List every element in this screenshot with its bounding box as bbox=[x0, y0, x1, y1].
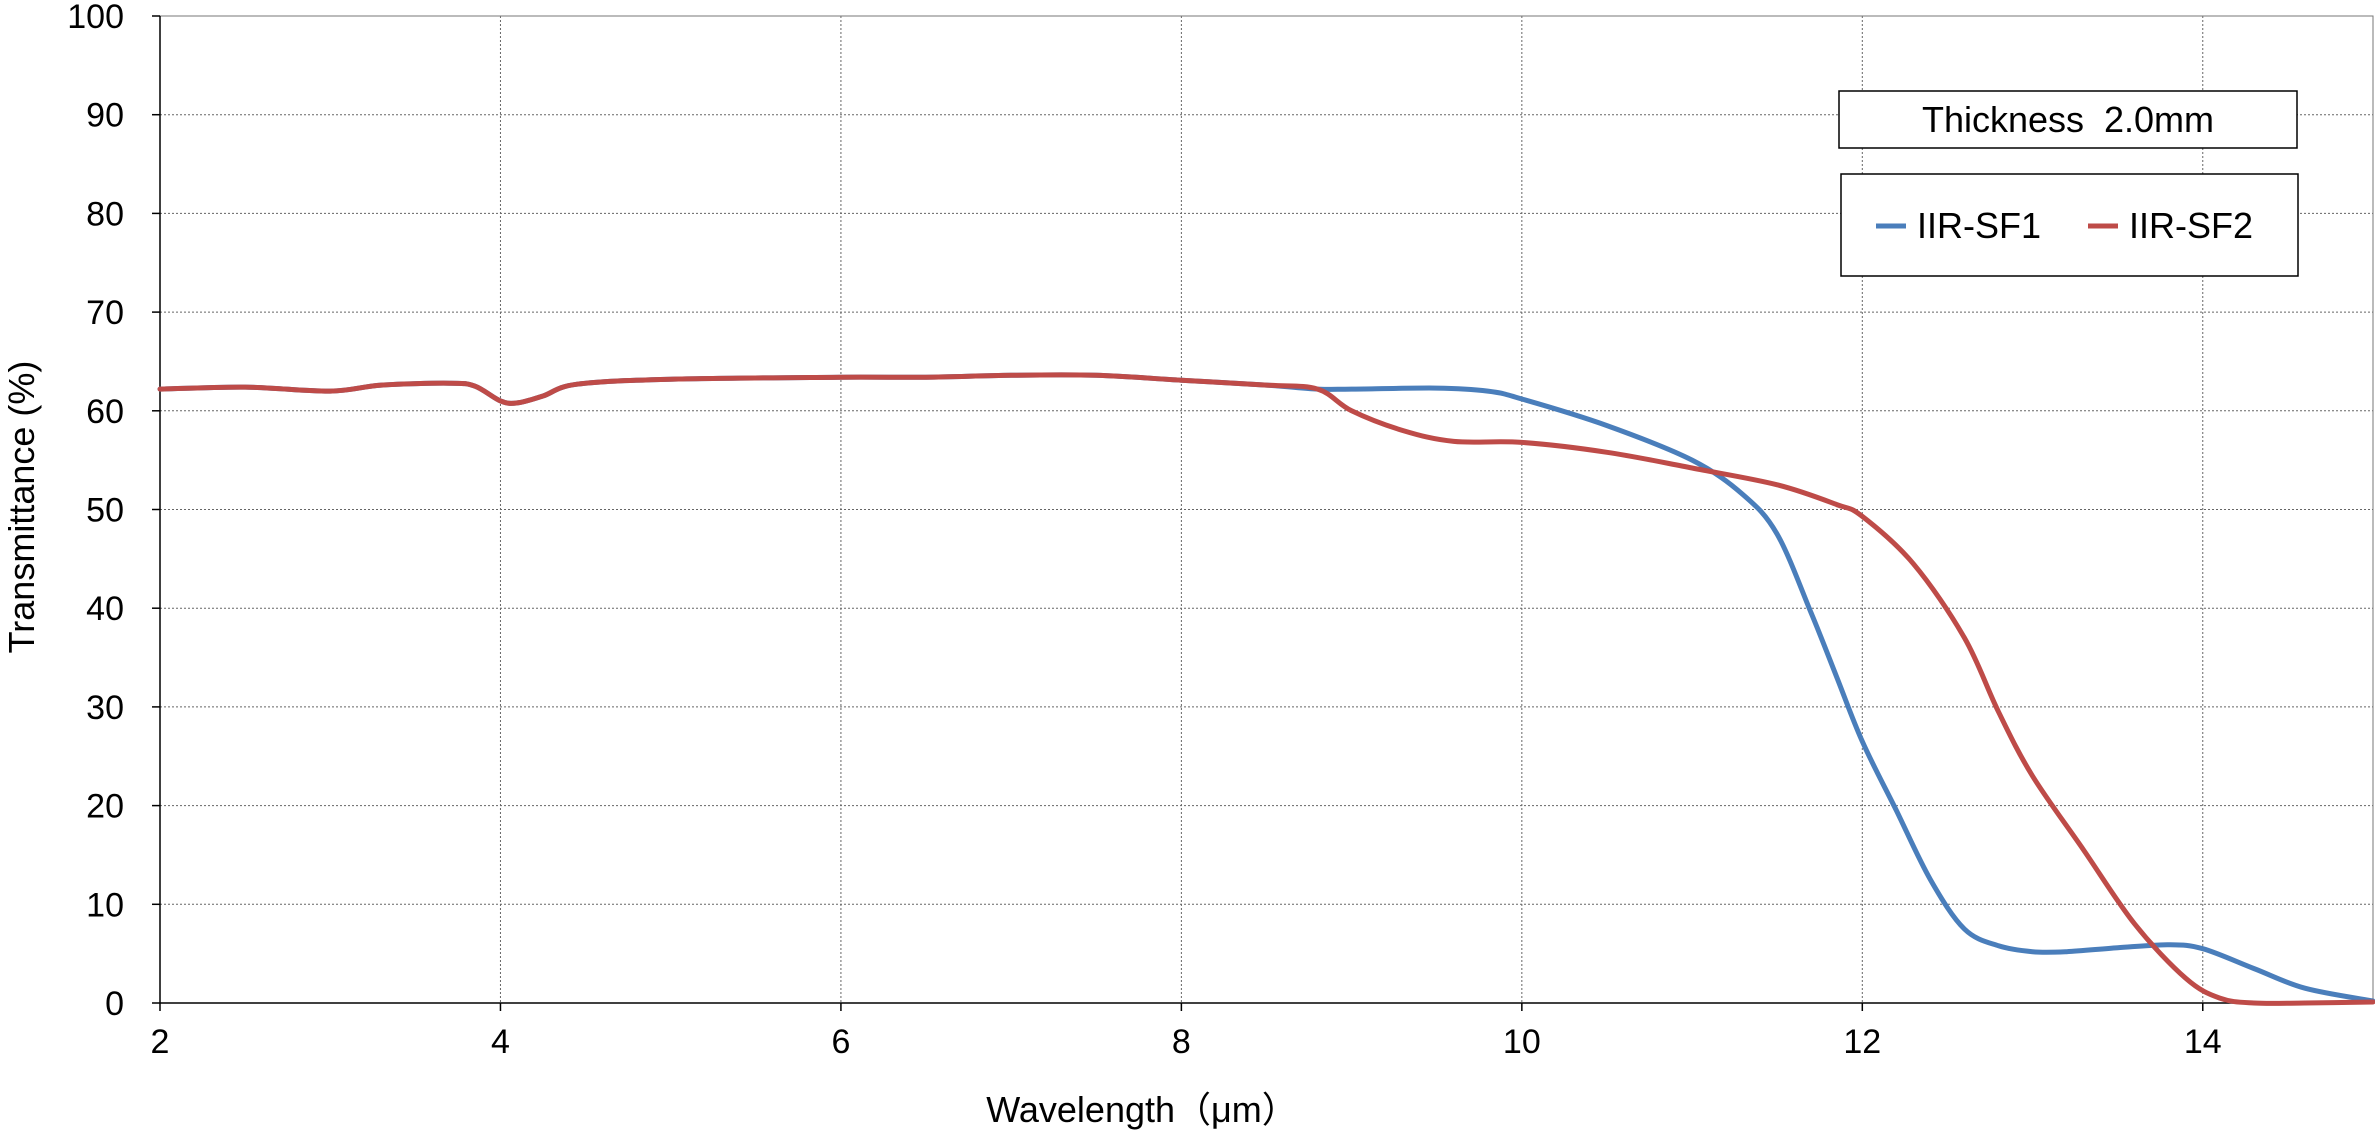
y-tick-label: 60 bbox=[86, 393, 124, 431]
x-tick-label: 14 bbox=[2184, 1023, 2222, 1061]
x-tick-label: 4 bbox=[491, 1023, 510, 1061]
y-tick-label: 50 bbox=[86, 492, 124, 530]
annotation-text: Thickness 2.0mm bbox=[1922, 99, 2214, 140]
series-line-iir-sf2 bbox=[157, 372, 2375, 1006]
y-tick-label: 70 bbox=[86, 294, 124, 332]
grid bbox=[152, 15, 2374, 1011]
y-tick-label: 0 bbox=[105, 985, 124, 1023]
series-lines bbox=[157, 372, 2375, 1006]
x-tick-label: 8 bbox=[1172, 1023, 1191, 1061]
series-line-iir-sf1 bbox=[157, 372, 2375, 1004]
y-tick-label: 20 bbox=[86, 788, 124, 826]
x-tick-label: 12 bbox=[1843, 1023, 1881, 1061]
x-tick-label: 2 bbox=[151, 1023, 170, 1061]
y-tick-label: 30 bbox=[86, 689, 124, 727]
y-tick-label: 80 bbox=[86, 195, 124, 233]
x-tick-label: 6 bbox=[831, 1023, 850, 1061]
y-axis-title: Transmittance (%) bbox=[1, 361, 42, 654]
y-tick-label: 100 bbox=[67, 0, 124, 36]
tick-labels: 0 10 20 30 40 50 60 70 80 90 100 2 4 6 8 10 12 14 bbox=[67, 0, 2221, 1061]
x-axis-title: Wavelength（μm） bbox=[986, 1089, 1298, 1130]
legend: IIR-SF1 IIR-SF2 bbox=[1840, 173, 2299, 277]
legend-label-iir-sf2: IIR-SF2 bbox=[2129, 205, 2253, 246]
y-tick-label: 40 bbox=[86, 590, 124, 628]
x-tick-label: 10 bbox=[1503, 1023, 1541, 1061]
y-tick-label: 10 bbox=[86, 886, 124, 924]
y-tick-label: 90 bbox=[86, 97, 124, 135]
annotation-box: Thickness 2.0mm bbox=[1838, 90, 2298, 149]
legend-label-iir-sf1: IIR-SF1 bbox=[1917, 205, 2041, 246]
